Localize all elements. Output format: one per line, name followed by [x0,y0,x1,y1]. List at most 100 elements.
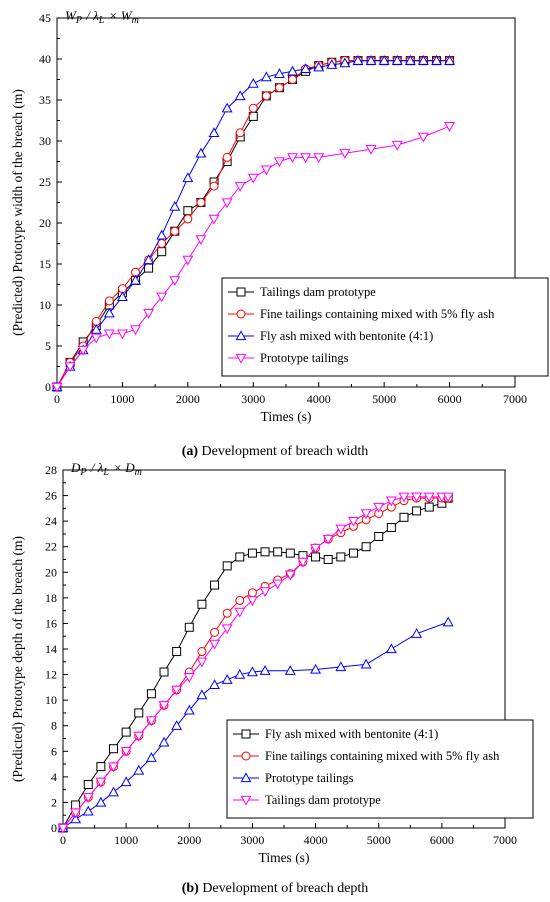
data-point [90,333,102,344]
y-formula-sub: L [102,467,109,478]
data-point [210,627,220,637]
x-axis-label: Times (s) [261,409,312,424]
y-formula-sub: m [135,467,142,478]
data-point [365,55,377,65]
data-point [300,63,312,74]
data-point [172,647,182,657]
y-axis-label: (Predicted) Prototype depth of the breac… [10,536,25,782]
data-point [235,552,245,562]
data-point [424,502,434,512]
data-point [411,492,423,503]
data-point [335,524,347,535]
caption-label: (a) [182,444,199,459]
series-1 [58,493,453,833]
data-point [444,122,456,132]
data-point [246,666,258,677]
y-tick-label: 8 [51,719,57,733]
data-point [442,492,454,503]
y-tick-label: 30 [39,134,51,148]
y-formula-part: D [70,460,81,475]
data-point [144,263,154,273]
data-point [404,55,416,65]
x-tick-label: 2000 [177,833,201,847]
legend-box [226,719,534,819]
data-point [222,608,232,618]
legend-marker [241,729,251,739]
legend-label: Prototype tailings [265,771,354,785]
figure-caption: (b) Development of breach depth [182,881,369,896]
x-tick-label: 4000 [304,833,328,847]
y-tick-label: 0 [51,821,57,835]
caption-label: (b) [182,881,199,896]
chart-panel-b: 0 1000 2000 3000 4000 5000 6000 700002468101214… [10,460,534,896]
x-tick-label: 7000 [503,392,527,406]
y-formula-sub: L [98,15,105,26]
x-tick-label: 6000 [438,392,462,406]
legend-label: Fine tailings containing mixed with 5% f… [265,749,500,763]
data-point [210,580,220,590]
data-point [51,382,63,393]
legend-marker [236,309,246,319]
data-point [130,325,141,336]
y-tick-label: 12 [45,668,57,682]
series-4 [57,492,454,834]
y-formula-part: / λ [83,8,99,23]
data-point [159,667,169,677]
data-point [398,492,410,503]
legend-label: Prototype tailings [260,351,349,365]
data-point [348,516,359,527]
chart-panel-a: 0 1000 2000 3000 4000 5000 6000 7000 0 5 10 15 20 25 3… [10,8,549,459]
data-point [234,90,246,101]
data-point [208,214,220,225]
legend-marker [235,353,247,364]
data-point [183,206,193,216]
data-point [285,548,295,558]
data-point [221,102,233,113]
data-point [336,552,346,562]
data-point [120,776,132,787]
data-point [221,198,233,209]
data-point [284,665,296,675]
data-point [171,720,183,730]
data-point [158,736,170,747]
data-point [412,506,422,516]
data-point [411,628,423,638]
data-point [133,731,145,742]
data-point [183,214,193,224]
legend-label: Tailings dam prototype [265,793,381,807]
legend: Tailings dam prototype Fine tailings cont… [221,277,549,377]
data-point [169,276,181,287]
data-point [196,689,208,700]
data-point [96,762,106,772]
data-point [335,661,347,672]
data-point [209,679,220,689]
data-point [70,808,82,819]
y-tick-label: 10 [39,298,51,312]
data-point [121,727,131,737]
data-point [259,665,271,675]
data-point [274,68,285,78]
data-point [444,55,456,65]
data-point [326,59,338,69]
data-point [195,235,207,246]
data-point [386,523,396,533]
data-point [70,813,82,824]
data-point [158,701,170,711]
data-point [385,643,397,654]
data-point [83,780,93,790]
data-point [360,509,372,520]
data-point [145,752,157,762]
data-point [311,552,321,562]
data-point [300,153,312,164]
data-point [197,599,207,609]
data-point [313,153,325,164]
data-point [95,796,107,807]
data-point [71,800,81,810]
legend-marker [235,330,247,341]
data-point [90,323,102,334]
data-point [134,708,144,718]
data-point [247,77,259,88]
y-tick-label: 35 [39,93,51,107]
data-point [423,492,435,503]
